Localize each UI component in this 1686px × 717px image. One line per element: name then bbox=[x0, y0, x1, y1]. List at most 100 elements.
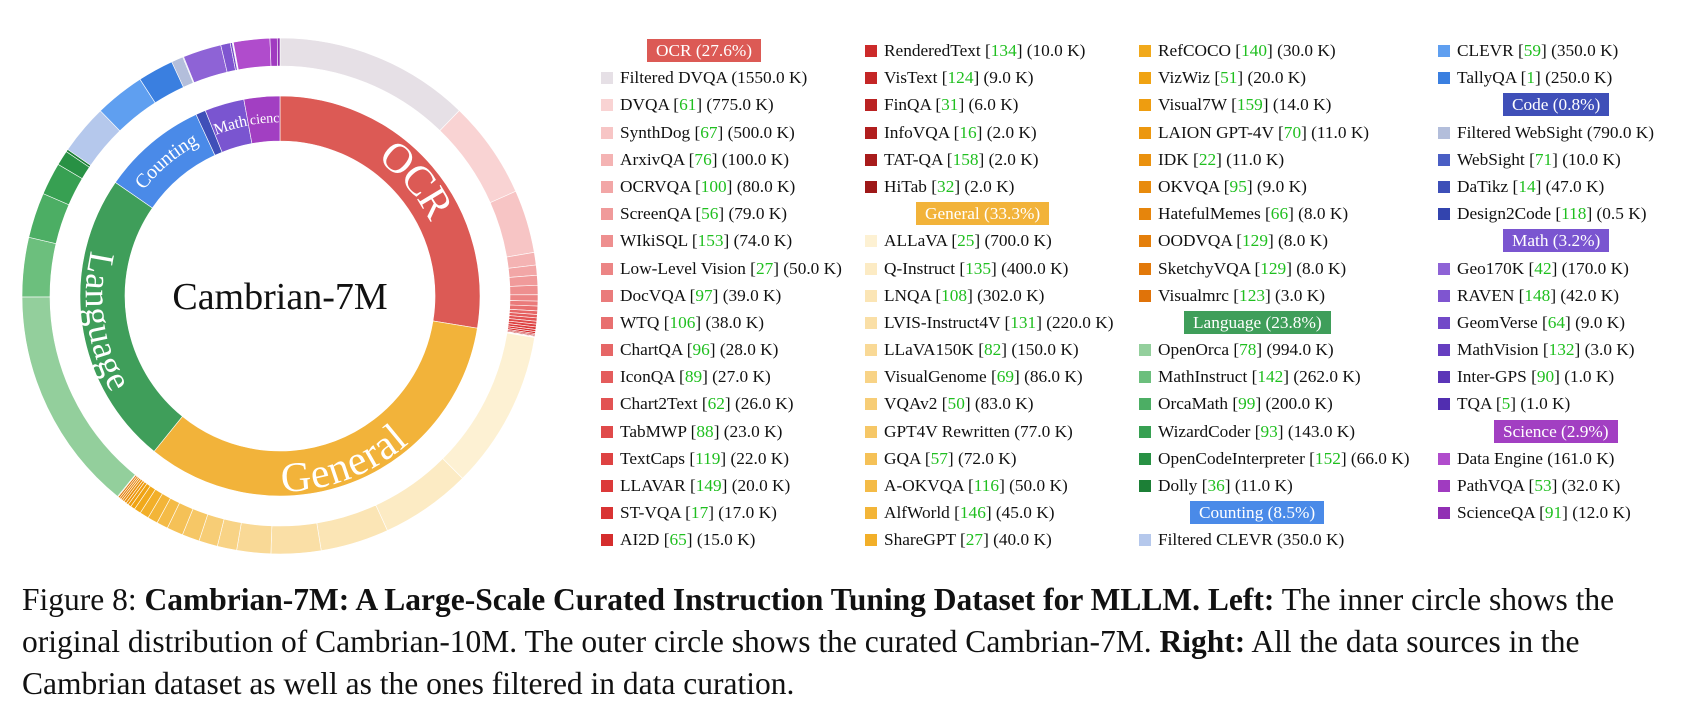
legend-item: TallyQA [1] (250.0 K) bbox=[1438, 64, 1686, 91]
legend-swatch bbox=[1438, 208, 1450, 221]
citation-number: 64 bbox=[1547, 312, 1565, 332]
legend-item: Filtered DVQA (1550.0 K) bbox=[601, 64, 881, 91]
legend-header-label: Science (2.9%) bbox=[1494, 419, 1618, 443]
legend-header-label: Code (0.8%) bbox=[1503, 93, 1610, 117]
legend-item-size: (11.0 K) bbox=[1234, 476, 1293, 495]
legend-swatch bbox=[1438, 289, 1450, 302]
legend-swatch bbox=[601, 180, 613, 193]
citation-number: 67 bbox=[700, 122, 718, 142]
outer-slice bbox=[509, 294, 539, 302]
legend-swatch bbox=[865, 235, 877, 248]
legend-item-citation: [69] bbox=[990, 367, 1025, 387]
citation-number: 118 bbox=[1561, 204, 1587, 224]
legend-item-citation: [96] bbox=[686, 340, 720, 360]
legend-item-name: DaTikz bbox=[1457, 176, 1509, 196]
legend-swatch bbox=[865, 316, 877, 329]
citation-number: 90 bbox=[1536, 367, 1555, 387]
legend-item: ALLaVA [25] (700.0 K) bbox=[865, 227, 1145, 254]
legend-item-citation: [142] bbox=[1251, 367, 1294, 387]
citation-number: 61 bbox=[679, 95, 697, 115]
legend-item-size: (50.0 K) bbox=[783, 258, 842, 278]
legend-item: RenderedText [134] (10.0 K) bbox=[865, 37, 1145, 64]
legend-item-size: (77.0 K) bbox=[1014, 421, 1073, 441]
legend-item-citation: [129] bbox=[1254, 258, 1297, 278]
inner-slice-ocr bbox=[279, 95, 481, 329]
citation-number: 135 bbox=[965, 258, 992, 278]
legend-swatch bbox=[1139, 126, 1151, 139]
legend-item-size: (3.0 K) bbox=[1584, 340, 1635, 360]
legend-item-size: (27.0 K) bbox=[712, 367, 771, 387]
legend-item-name: Chart2Text bbox=[620, 394, 698, 414]
citation-number: 93 bbox=[1260, 421, 1278, 441]
donut-svg: OCRGeneralLanguageCountingCodeMathScienc… bbox=[0, 0, 539, 555]
legend-header-label: OCR (27.6%) bbox=[647, 39, 762, 62]
legend-item-size: (32.0 K) bbox=[1561, 476, 1621, 495]
legend-item: AI2D [65] (15.0 K) bbox=[601, 526, 881, 553]
legend-item-name: CLEVR bbox=[1457, 41, 1514, 60]
legend-item: DaTikz [14] (47.0 K) bbox=[1438, 173, 1686, 200]
legend-swatch bbox=[1139, 153, 1151, 166]
legend-item-size: (200.0 K) bbox=[1265, 394, 1333, 414]
citation-number: 146 bbox=[959, 503, 986, 523]
legend-item: VizWiz [51] (20.0 K) bbox=[1139, 64, 1419, 91]
citation-number: 1 bbox=[1526, 68, 1536, 88]
legend-item: GQA [57] (72.0 K) bbox=[865, 445, 1145, 472]
legend-item: MathVision [132] (3.0 K) bbox=[1438, 336, 1686, 363]
legend-item: HatefulMemes [66] (8.0 K) bbox=[1139, 200, 1419, 227]
legend-item-name: ShareGPT bbox=[884, 530, 956, 550]
legend-swatch bbox=[865, 425, 877, 438]
legend-swatch bbox=[865, 452, 877, 465]
legend-item-size: (47.0 K) bbox=[1545, 176, 1605, 196]
citation-number: 97 bbox=[695, 285, 713, 305]
legend-item-name: TabMWP bbox=[620, 421, 687, 441]
legend-item-citation: [51] bbox=[1214, 68, 1248, 88]
legend-item: Low-Level Vision [27] (50.0 K) bbox=[601, 255, 881, 282]
citation-number: 89 bbox=[684, 367, 703, 387]
legend-item-size: (8.0 K) bbox=[1298, 204, 1349, 224]
legend-item-name: DocVQA bbox=[620, 285, 686, 305]
legend-item-name: TQA bbox=[1457, 394, 1492, 414]
outer-slice bbox=[509, 284, 539, 296]
legend-item-name: GeomVerse bbox=[1457, 312, 1538, 332]
legend-item-citation: [59] bbox=[1517, 41, 1552, 60]
legend-item-size: (40.0 K) bbox=[993, 530, 1052, 550]
legend-item-name: Visual7W bbox=[1158, 95, 1227, 115]
legend-item: LLAVAR [149] (20.0 K) bbox=[601, 472, 881, 499]
legend-item: Geo170K [42] (170.0 K) bbox=[1438, 255, 1686, 282]
legend-swatch bbox=[601, 480, 613, 492]
legend-item-name: WTQ bbox=[620, 312, 660, 332]
legend-item-name: Data Engine bbox=[1457, 448, 1543, 468]
legend-swatch bbox=[1139, 398, 1151, 411]
legend-item: ST-VQA [17] (17.0 K) bbox=[601, 499, 881, 526]
legend-item: OCRVQA [100] (80.0 K) bbox=[601, 173, 881, 200]
legend-column-4: CLEVR [59] (350.0 K) TallyQA [1] (250.0 K… bbox=[1438, 37, 1686, 526]
legend-item-name: HatefulMemes bbox=[1158, 204, 1261, 224]
outer-slice bbox=[276, 37, 281, 67]
citation-number: 56 bbox=[701, 204, 719, 224]
legend-item-citation: [123] bbox=[1233, 285, 1276, 305]
legend-item-citation: [146] bbox=[954, 503, 996, 523]
legend-item-name: Design2Code bbox=[1457, 204, 1552, 224]
legend-swatch bbox=[1139, 262, 1151, 275]
legend-item-name: LLAVAR bbox=[620, 476, 686, 495]
citation-number: 78 bbox=[1239, 340, 1257, 360]
legend-item: PathVQA [53] (32.0 K) bbox=[1438, 472, 1686, 499]
outer-slice bbox=[269, 37, 278, 67]
citation-number: 32 bbox=[937, 176, 955, 196]
legend-swatch bbox=[601, 262, 613, 275]
legend-item-citation: [152] bbox=[1309, 448, 1351, 468]
legend-item-name: LNQA bbox=[884, 285, 932, 305]
caption-right-text: All the data sources in the Cambrian dat… bbox=[22, 624, 1580, 701]
legend-item: RAVEN [148] (42.0 K) bbox=[1438, 282, 1686, 309]
legend-item-name: FinQA bbox=[884, 95, 932, 115]
legend-item: TAT-QA [158] (2.0 K) bbox=[865, 146, 1145, 173]
legend-item-citation: [27] bbox=[960, 530, 994, 550]
legend-swatch bbox=[865, 507, 877, 520]
legend-item-citation: [1] bbox=[1520, 68, 1546, 88]
legend-item-size: (20.0 K) bbox=[1247, 68, 1307, 88]
legend-item-name: ALLaVA bbox=[884, 231, 948, 251]
legend-item-size: (28.0 K) bbox=[719, 340, 779, 360]
legend-swatch bbox=[601, 316, 613, 329]
legend-item-citation: [70] bbox=[1278, 122, 1312, 142]
legend-item-citation: [82] bbox=[978, 340, 1012, 360]
